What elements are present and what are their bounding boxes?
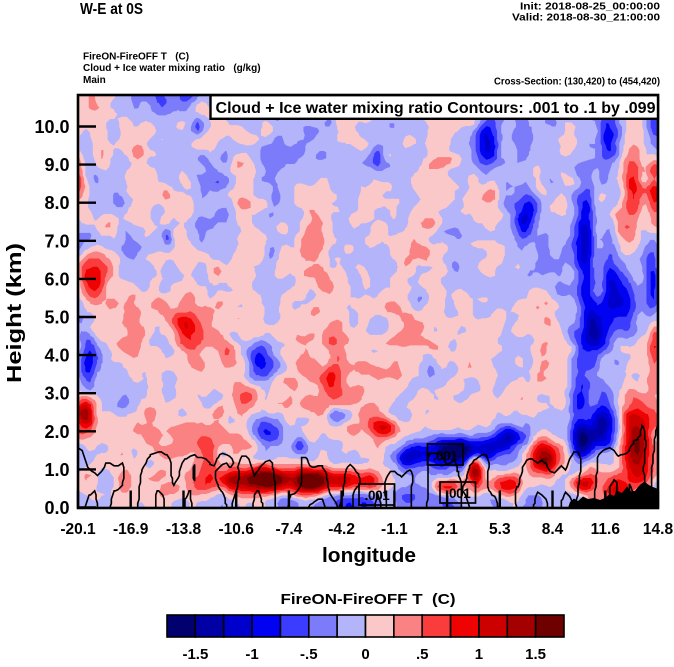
svg-text:8.4: 8.4 [542,521,564,538]
svg-text:W-E at 0S: W-E at 0S [80,1,143,18]
svg-text:longitude: longitude [322,545,416,567]
svg-text:11.6: 11.6 [591,521,621,538]
svg-text:-4.2: -4.2 [328,521,355,538]
svg-text:4.0: 4.0 [44,346,69,366]
svg-text:-20.1: -20.1 [60,521,96,538]
svg-text:Cloud + Ice water mixing ratio: Cloud + Ice water mixing ratio Contours:… [216,100,656,117]
svg-text:FireON-FireOFF T (C): FireON-FireOFF T (C) [83,52,189,63]
svg-text:-10.6: -10.6 [219,521,255,538]
svg-text:1.5: 1.5 [525,646,546,663]
svg-text:6.0: 6.0 [44,269,69,289]
svg-text:0: 0 [361,646,369,663]
svg-text:.001: .001 [365,488,391,503]
svg-text:Main: Main [83,75,106,86]
svg-text:-.5: -.5 [300,646,318,663]
svg-text:-13.8: -13.8 [166,521,202,538]
svg-text:-1.5: -1.5 [182,646,208,663]
svg-text:5.0: 5.0 [44,308,69,328]
svg-text:Cloud + Ice water mixing ratio: Cloud + Ice water mixing ratio (g/kg) [83,63,261,74]
svg-text:8.0: 8.0 [44,193,69,213]
svg-text:Height (km): Height (km) [4,243,26,383]
svg-text:Valid: 2018-08-30_21:00:00: Valid: 2018-08-30_21:00:00 [512,13,661,24]
svg-text:10.0: 10.0 [34,117,69,137]
svg-text:Cross-Section: (130,420) to (4: Cross-Section: (130,420) to (454,420) [494,77,660,88]
svg-text:1.0: 1.0 [44,460,69,480]
svg-text:.5: .5 [416,646,429,663]
svg-text:.001: .001 [433,449,459,464]
svg-text:-7.4: -7.4 [276,521,303,538]
svg-text:-16.9: -16.9 [113,521,149,538]
svg-text:3.0: 3.0 [44,384,69,404]
svg-text:9.0: 9.0 [44,155,69,175]
svg-text:2.1: 2.1 [436,521,458,538]
svg-text:14.8: 14.8 [643,521,674,538]
svg-text:7.0: 7.0 [44,231,69,251]
svg-text:0.0: 0.0 [44,498,69,518]
svg-text:5.3: 5.3 [489,521,511,538]
svg-text:FireON-FireOFF T (C): FireON-FireOFF T (C) [281,591,456,608]
svg-text:2.0: 2.0 [44,422,69,442]
svg-text:.001: .001 [446,486,472,501]
svg-text:1: 1 [475,646,483,663]
svg-text:-1.1: -1.1 [381,521,408,538]
svg-text:-1: -1 [245,646,258,663]
svg-text:Init: 2018-08-25_00:00:00: Init: 2018-08-25_00:00:00 [520,2,661,13]
